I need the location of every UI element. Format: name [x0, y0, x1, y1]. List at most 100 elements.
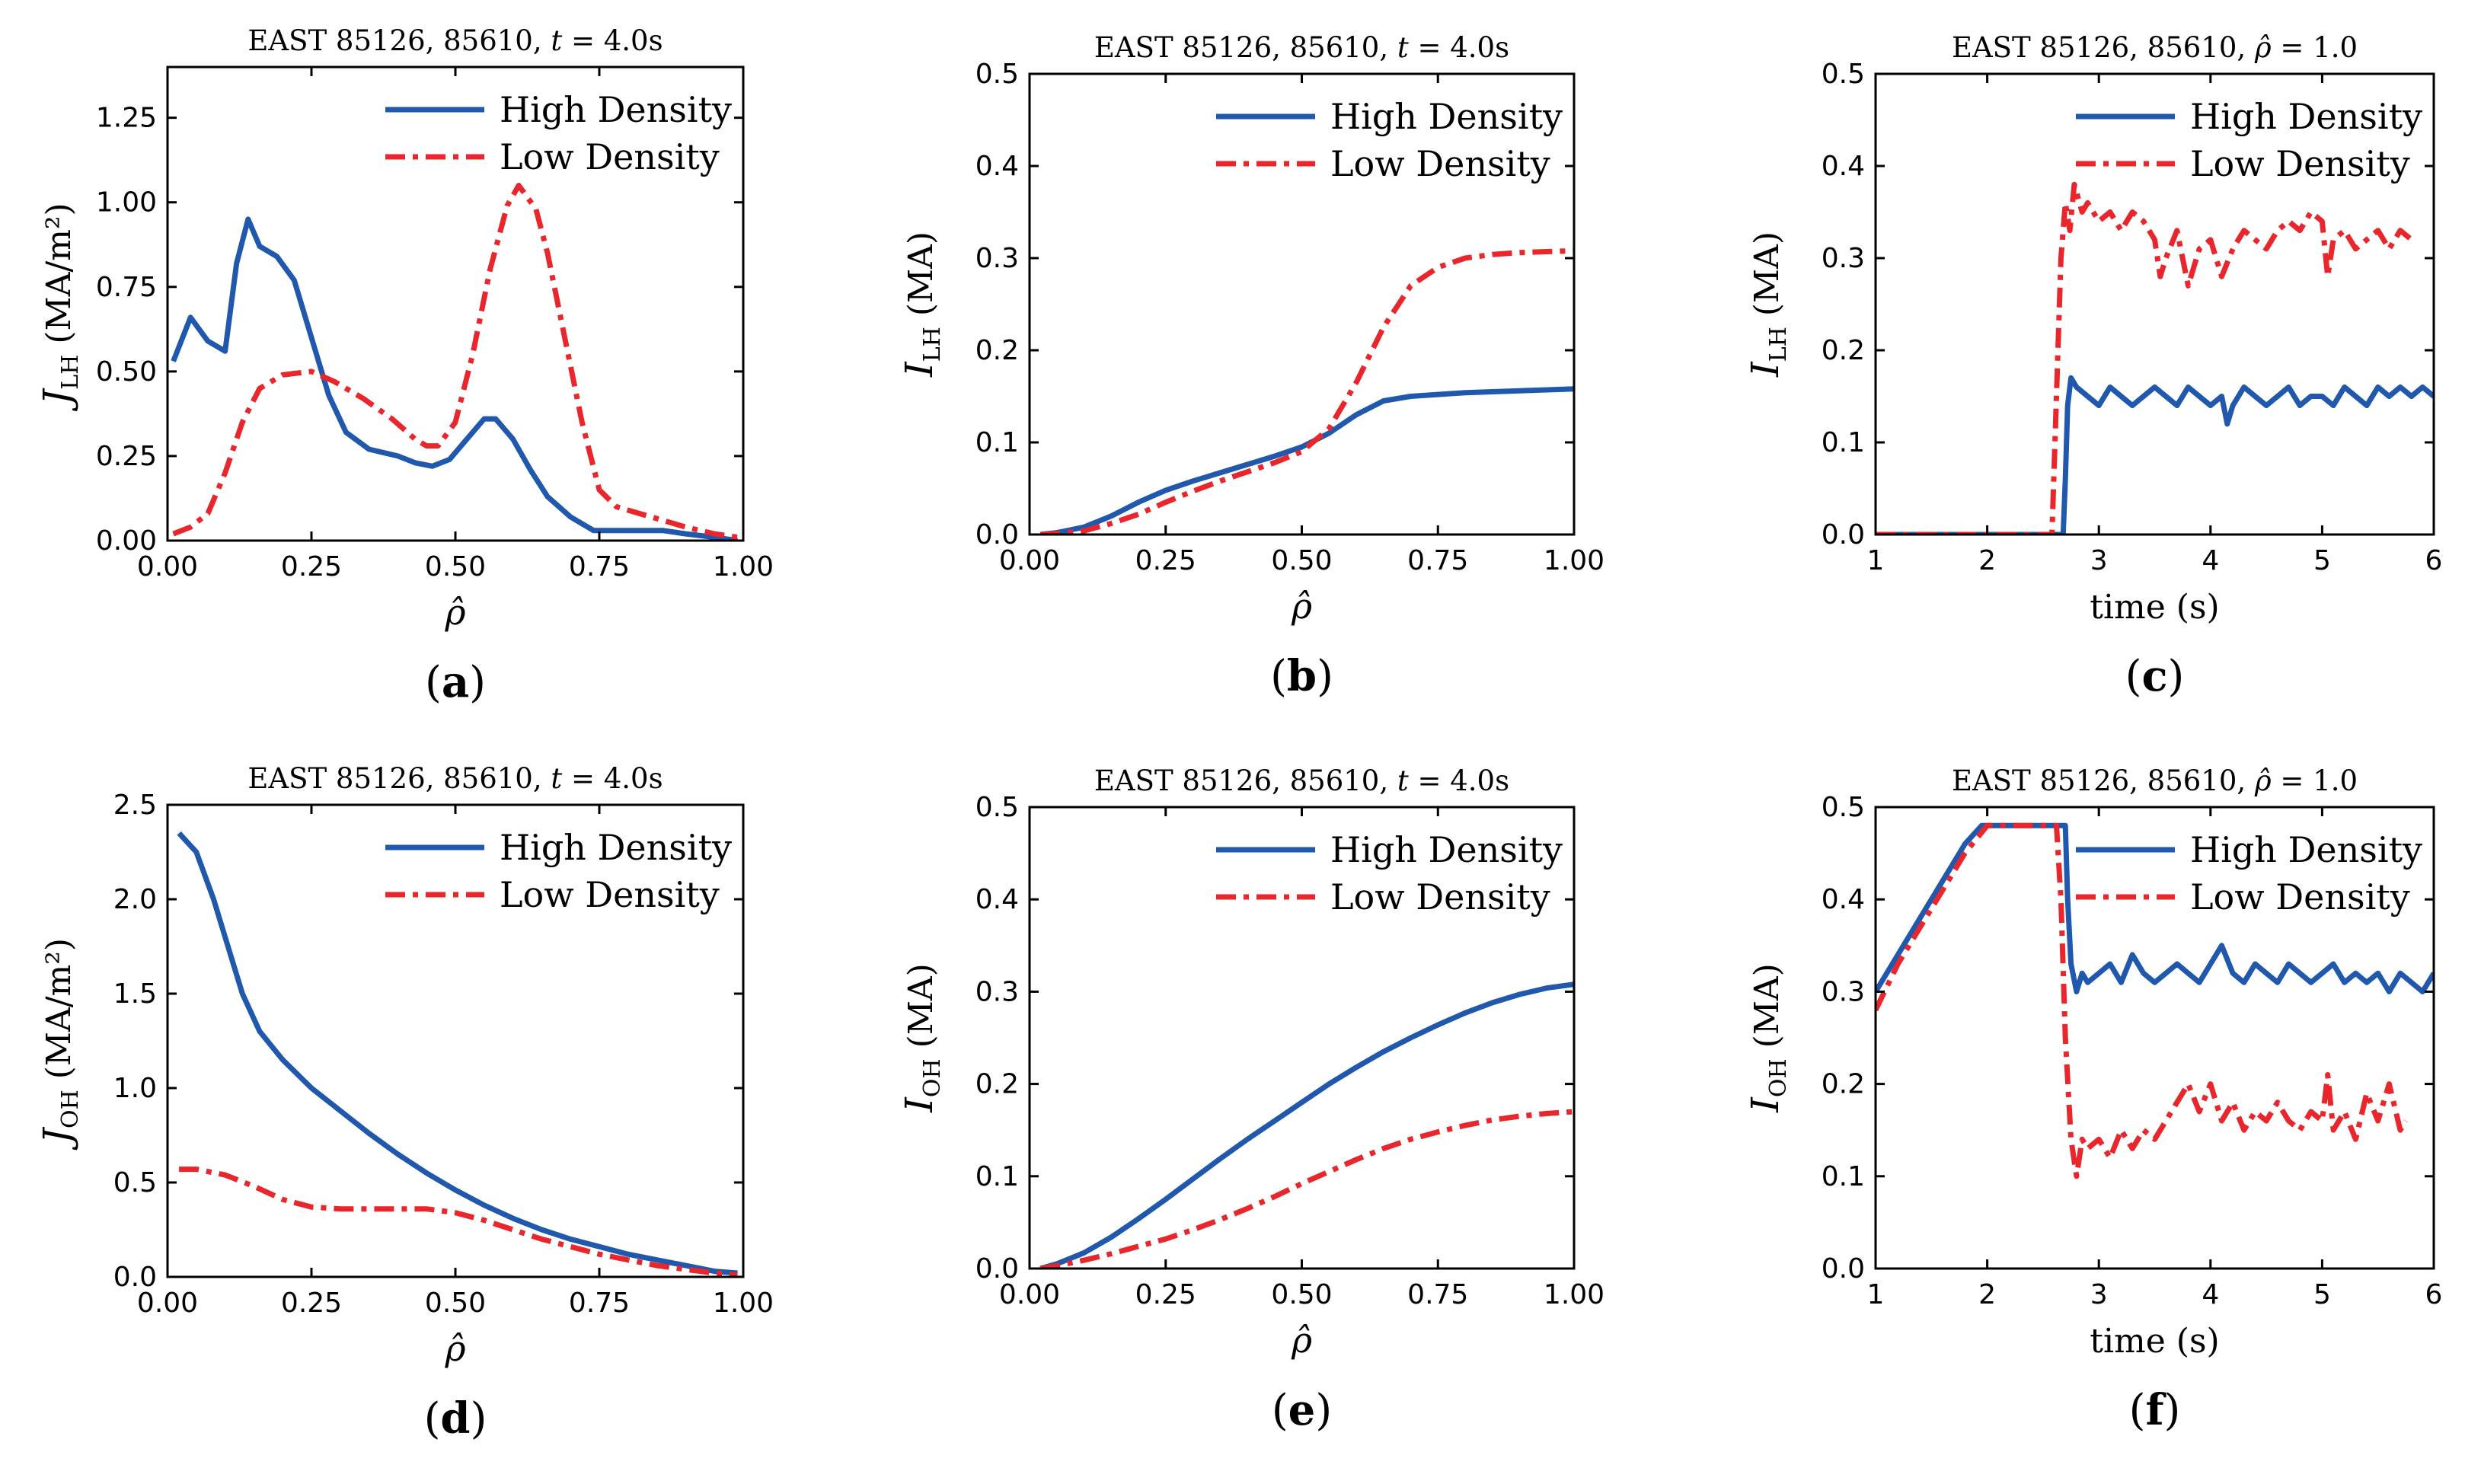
- chart-title: EAST 85126, 85610, t = 4.0s: [1094, 764, 1509, 797]
- x-axis-label: ρ̂: [1291, 1320, 1312, 1361]
- title-variable: t: [1397, 31, 1409, 64]
- panel-letter: a: [442, 657, 469, 707]
- y-tick-label: 0.4: [975, 884, 1019, 915]
- x-tick-label: 5: [2313, 1279, 2331, 1310]
- y-tick-label: 0.2: [1822, 335, 1865, 366]
- x-axis-label: ρ̂: [444, 1328, 465, 1369]
- x-tick-label: 1.00: [1544, 545, 1604, 576]
- panel-label: (e): [1272, 1385, 1332, 1435]
- y-tick-label: 0.0: [975, 519, 1019, 551]
- y-label-unit: (MA/m²): [40, 938, 78, 1090]
- title-suffix: = 1.0: [2272, 31, 2358, 64]
- x-tick-label: 0.75: [569, 551, 630, 582]
- x-tick-label: 0.25: [281, 551, 342, 582]
- panel-label: (f): [2129, 1385, 2181, 1435]
- title-prefix: EAST 85126, 85610,: [247, 762, 551, 795]
- panel-letter: f: [2145, 1385, 2166, 1435]
- y-tick-label: 0.0: [1822, 519, 1865, 551]
- panel-label: (a): [425, 657, 486, 707]
- title-variable: t: [551, 762, 562, 795]
- title-variable: t: [1397, 764, 1409, 797]
- y-tick-label: 0.4: [1822, 151, 1865, 182]
- y-label-subscript: LH: [919, 327, 946, 362]
- y-tick-label: 0.0: [975, 1253, 1019, 1285]
- y-label-unit: (MA): [1748, 231, 1786, 327]
- y-axis-label: ILH (MA): [897, 231, 946, 378]
- x-tick-label: 1: [1867, 1279, 1885, 1310]
- panel-c: 1 2 3 4 5 6 0.0 0.1 0.2 0.3 0.4 0.5 EAST 85126, 8561…: [1743, 31, 2442, 701]
- legend-label-low-density: Low Density: [1330, 876, 1550, 918]
- y-tick-label: 0.3: [975, 243, 1019, 274]
- legend-label-high-density: High Density: [2190, 829, 2422, 870]
- y-tick-label: 0.5: [975, 59, 1019, 90]
- title-prefix: EAST 85126, 85610,: [1952, 31, 2255, 64]
- y-axis-label: ILH (MA): [1743, 231, 1792, 378]
- y-tick-label: 0.1: [1822, 1161, 1865, 1192]
- y-tick-label: 0.5: [1822, 792, 1865, 823]
- chart-title: EAST 85126, 85610, t = 4.0s: [1094, 31, 1509, 64]
- y-tick-label: 0.2: [975, 1069, 1019, 1100]
- x-tick-label: 0.50: [1271, 545, 1332, 576]
- x-tick-label: 0.50: [1271, 1279, 1332, 1310]
- series-line-high-density: [1876, 822, 2434, 994]
- y-tick-label: 0.0: [1822, 1253, 1865, 1285]
- x-tick-label: 6: [2425, 1279, 2443, 1310]
- y-tick-label: 0.75: [96, 272, 157, 303]
- y-tick-label: 2.5: [113, 790, 157, 821]
- legend-label-high-density: High Density: [1330, 96, 1563, 137]
- series-line-high-density: [1876, 375, 2434, 535]
- y-tick-label: 0.1: [975, 427, 1019, 458]
- y-label-symbol: J: [35, 1126, 79, 1150]
- series-line-low-density: [1039, 1109, 1574, 1269]
- y-tick-label: 0.4: [1822, 884, 1865, 915]
- y-tick-label: 0.00: [96, 525, 157, 557]
- x-tick-label: 1.00: [713, 1288, 774, 1319]
- y-tick-label: 1.25: [96, 103, 157, 134]
- y-label-subscript: LH: [1765, 327, 1792, 362]
- panel-label: (b): [1270, 651, 1333, 701]
- y-label-unit: (MA/m²): [40, 203, 78, 354]
- y-label-symbol: I: [1743, 1096, 1787, 1113]
- y-tick-label: 0.5: [975, 792, 1019, 823]
- chart-title: EAST 85126, 85610, t = 4.0s: [247, 762, 663, 795]
- x-tick-label: 2: [1978, 1279, 1996, 1310]
- x-tick-label: 6: [2425, 545, 2443, 576]
- x-tick-label: 0.75: [569, 1288, 630, 1319]
- title-suffix: = 4.0s: [1409, 764, 1509, 797]
- title-variable: ρ̂: [2254, 31, 2272, 64]
- y-tick-label: 0.5: [113, 1167, 157, 1198]
- y-label-symbol: J: [35, 388, 79, 412]
- title-variable: ρ̂: [2254, 764, 2272, 797]
- x-tick-label: 0.25: [281, 1288, 342, 1319]
- y-tick-label: 0.0: [113, 1262, 157, 1293]
- series-line-low-density: [179, 1166, 738, 1277]
- y-tick-label: 0.1: [1822, 427, 1865, 458]
- panel-e: 0.00 0.25 0.50 0.75 1.00 0.0 0.1 0.2 0.3 0.4 0.5 EA…: [897, 764, 1604, 1435]
- y-label-unit: (MA): [902, 231, 940, 327]
- series-line-high-density: [177, 831, 738, 1276]
- title-prefix: EAST 85126, 85610,: [1094, 31, 1397, 64]
- chart-title: EAST 85126, 85610, ρ̂ = 1.0: [1952, 31, 2358, 64]
- panel-letter: c: [2141, 651, 2167, 701]
- y-tick-label: 0.50: [96, 356, 157, 388]
- series-line-low-density: [1876, 181, 2413, 535]
- y-tick-label: 0.25: [96, 441, 157, 472]
- title-prefix: EAST 85126, 85610,: [1094, 764, 1397, 797]
- x-tick-label: 4: [2202, 545, 2219, 576]
- y-label-unit: (MA): [1748, 963, 1786, 1058]
- x-tick-label: 1: [1867, 545, 1885, 576]
- series-line-low-density: [172, 183, 738, 541]
- x-axis-label: time (s): [2090, 588, 2219, 627]
- y-label-symbol: I: [897, 361, 941, 378]
- x-axis-label: time (s): [2090, 1322, 2219, 1361]
- y-tick-label: 0.1: [975, 1161, 1019, 1192]
- y-tick-label: 0.3: [975, 976, 1019, 1007]
- x-tick-label: 5: [2313, 545, 2331, 576]
- y-tick-label: 0.5: [1822, 59, 1865, 90]
- y-axis-label: IOH (MA): [1743, 963, 1792, 1113]
- y-axis-label: JOH (MA/m²): [35, 938, 84, 1150]
- legend-label-high-density: High Density: [500, 827, 732, 868]
- y-axis-label: JLH (MA/m²): [35, 203, 84, 411]
- x-tick-label: 3: [2090, 545, 2108, 576]
